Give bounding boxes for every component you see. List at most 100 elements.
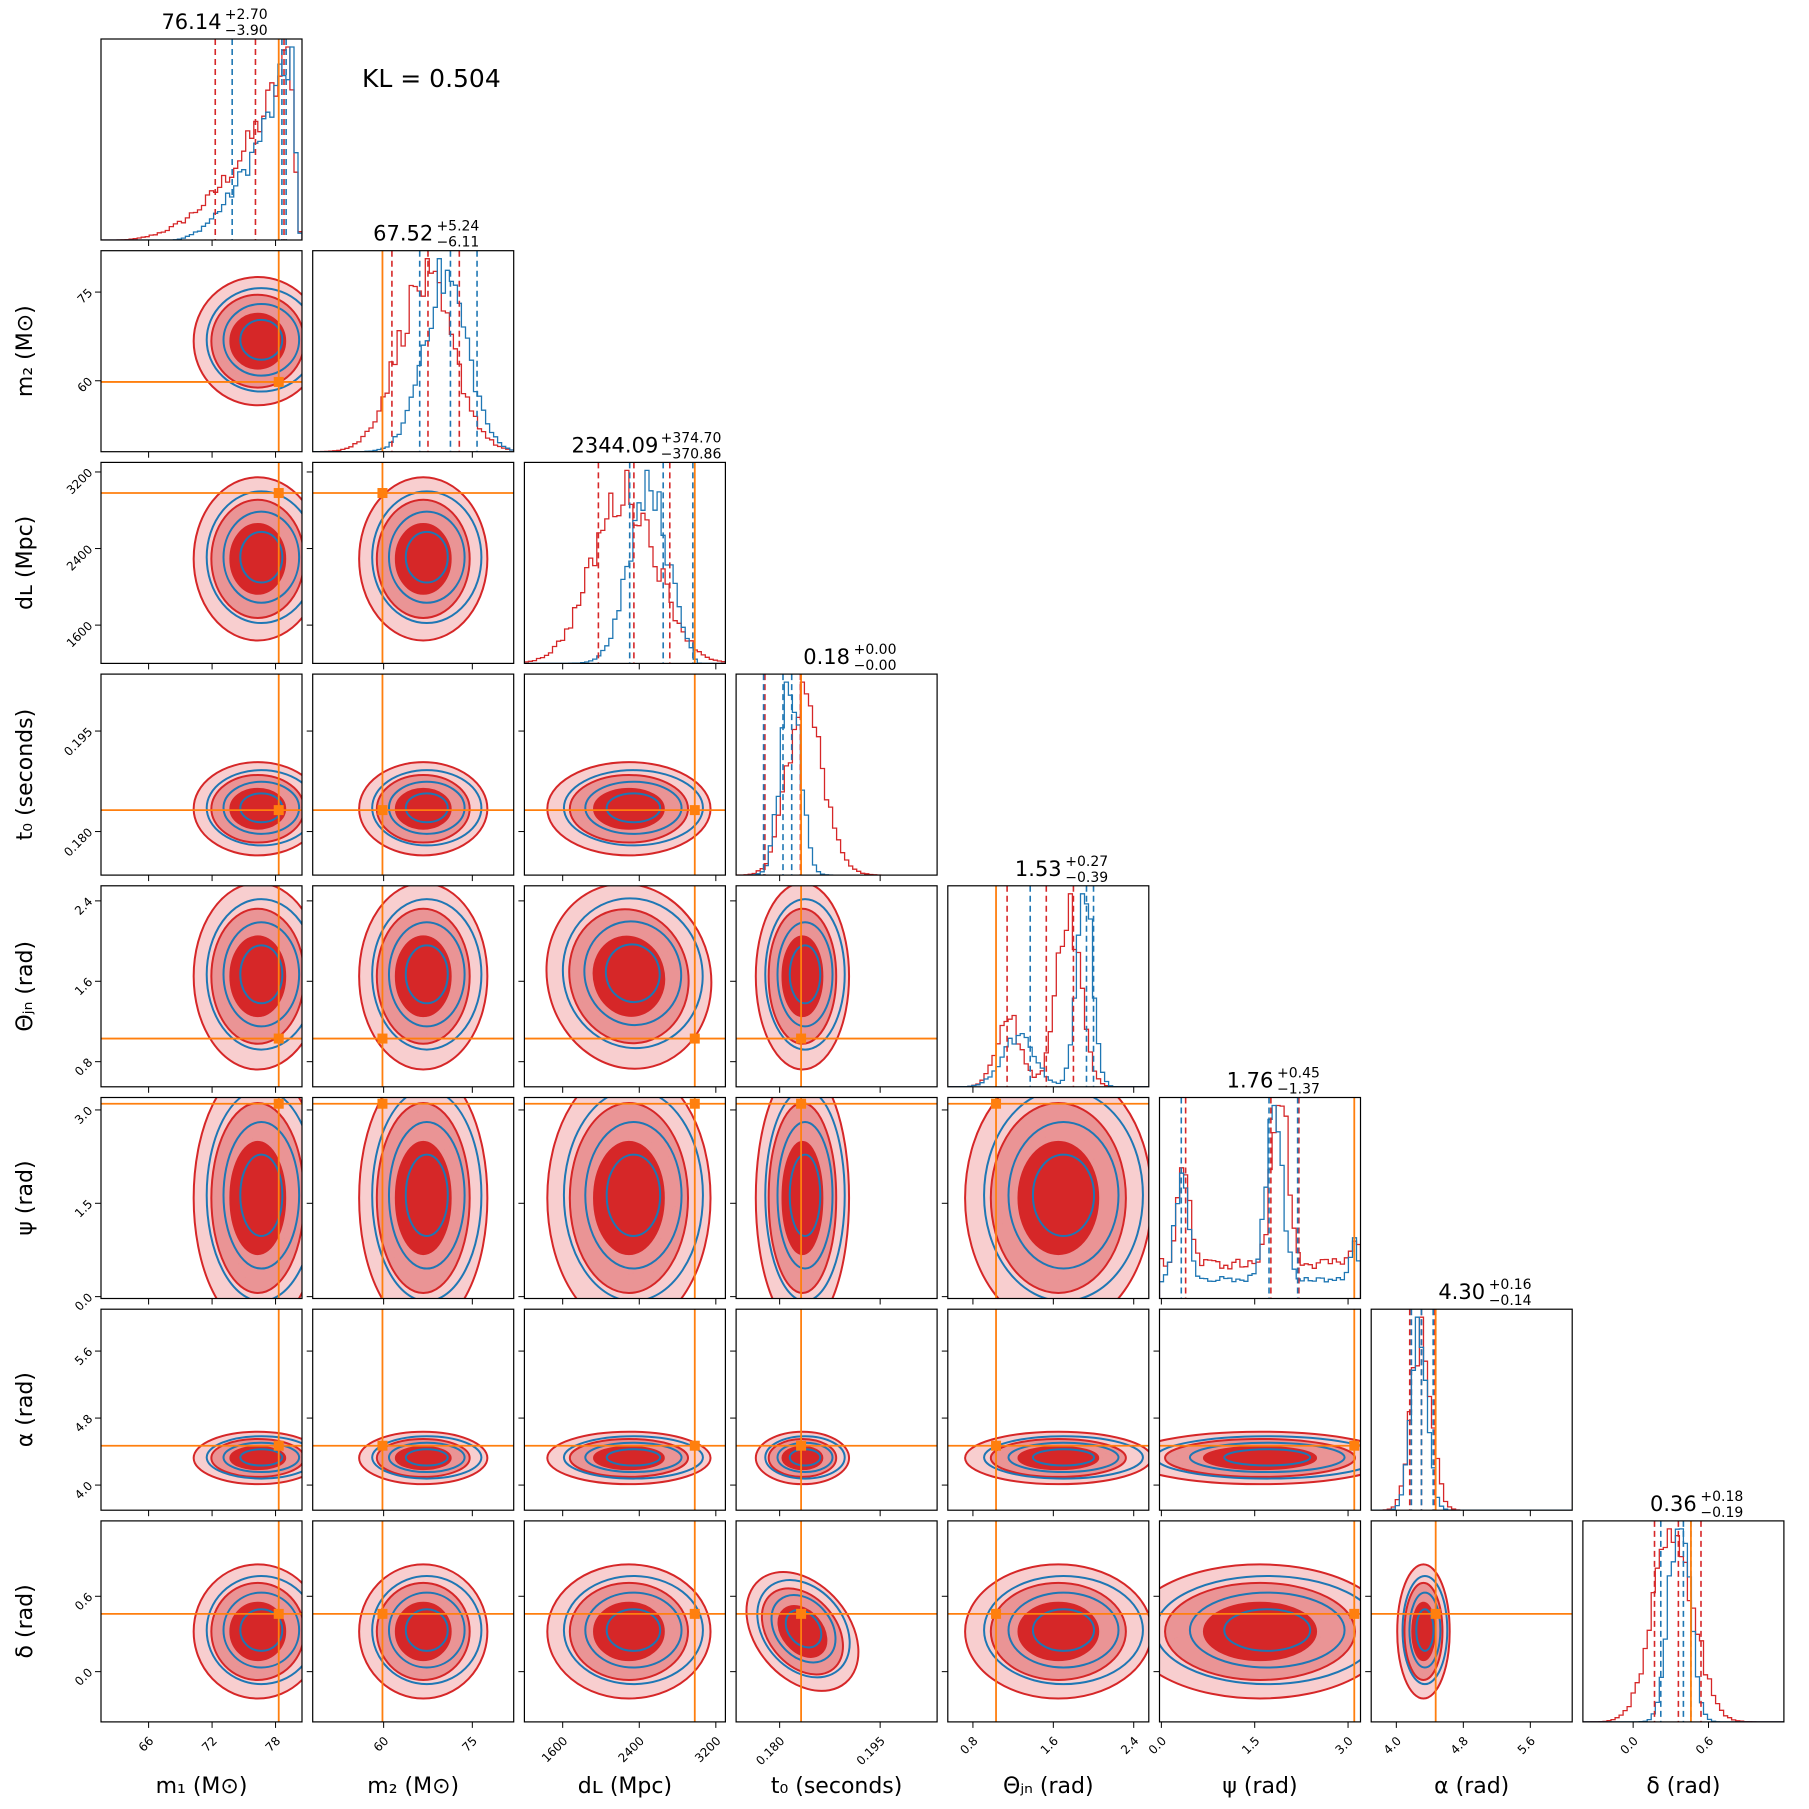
blue-contour-level xyxy=(404,530,449,584)
truth-marker xyxy=(796,1098,807,1109)
panel-frame xyxy=(100,885,303,1088)
y-axis-label-m2: m₂ (M⊙) xyxy=(13,305,38,397)
truth-marker xyxy=(273,488,284,499)
panel-frame xyxy=(947,1308,1150,1511)
truth-marker xyxy=(273,805,284,816)
blue-contour-level xyxy=(205,1435,302,1480)
blue-contour-level xyxy=(239,1448,284,1467)
panel-frame xyxy=(1370,1308,1573,1511)
blue-contour-level xyxy=(222,1441,301,1474)
blue-histogram xyxy=(736,681,938,876)
blue-contour-level xyxy=(1031,1608,1096,1652)
blue-contour-level xyxy=(205,287,302,393)
truth-marker xyxy=(377,1098,388,1109)
truth-marker xyxy=(377,488,388,499)
y-axis-label-alpha: α (rad) xyxy=(13,1372,38,1447)
truth-marker xyxy=(1349,1608,1360,1619)
blue-contour-level xyxy=(562,1097,704,1299)
x-tick-label: 75 xyxy=(459,1734,480,1755)
blue-contour-level xyxy=(371,1097,483,1299)
panel-frame xyxy=(523,673,727,876)
histogram-panel-t0: 0.18 +0.00−0.00 xyxy=(735,642,938,882)
x-tick-label: 1.6 xyxy=(1038,1734,1061,1757)
panel-title-plus: +0.18 xyxy=(1700,1489,1743,1505)
red-histogram xyxy=(312,258,514,452)
histogram-panel-alpha: 4.30 +0.16−0.14 xyxy=(1370,1277,1573,1517)
red-histogram xyxy=(947,893,1149,1087)
red-contour-level xyxy=(394,1140,452,1256)
y-tick-label: 4.0 xyxy=(72,1479,95,1502)
panel-frame xyxy=(312,885,515,1088)
truth-marker xyxy=(1430,1608,1441,1619)
blue-contour-level xyxy=(764,898,846,1051)
panel-title: 76.14 xyxy=(161,10,221,34)
contour-panel-alpha-delta: 4.0 4.8 5.6 xyxy=(1365,1520,1573,1757)
contour-panel-dL-t0 xyxy=(518,673,727,882)
panel-title-plus: +2.70 xyxy=(225,7,268,23)
x-tick-label: 4.0 xyxy=(1381,1734,1404,1757)
x-tick-label: 78 xyxy=(263,1734,284,1755)
panel-title-plus: +0.00 xyxy=(854,642,897,658)
blue-contour-level xyxy=(239,318,284,361)
truth-marker xyxy=(689,1033,700,1044)
x-tick-label: 0.195 xyxy=(854,1734,888,1768)
panel-frame xyxy=(947,885,1150,1088)
blue-contour-level xyxy=(404,1153,449,1237)
panel-frame xyxy=(100,1096,303,1300)
x-tick-label: 60 xyxy=(371,1734,392,1755)
blue-contour-level xyxy=(404,1608,449,1652)
panel-frame xyxy=(100,38,303,241)
red-contour-level xyxy=(593,1140,665,1256)
blue-contour-level xyxy=(605,1448,662,1467)
panel-title-minus: −370.86 xyxy=(661,446,722,462)
panel-title-minus: −6.11 xyxy=(436,235,479,251)
blue-contour-level xyxy=(605,1153,662,1237)
blue-contour-level xyxy=(371,1435,483,1480)
blue-contour-level xyxy=(387,510,466,604)
blue-histogram xyxy=(947,893,1149,1087)
kl-annotation: KL = 0.504 xyxy=(362,64,501,93)
red-histogram xyxy=(101,46,302,240)
contour-panel-m2-thetajn xyxy=(306,885,515,1093)
truth-marker xyxy=(273,1033,284,1044)
y-tick-label: 1600 xyxy=(64,619,95,650)
contour-panel-dL-thetajn xyxy=(518,885,727,1093)
panel-frame xyxy=(735,1308,938,1511)
y-tick-label: 0.6 xyxy=(72,1590,95,1613)
truth-marker xyxy=(689,1440,700,1451)
contour-panel-m2-t0 xyxy=(306,673,515,882)
blue-contour-level xyxy=(562,1574,704,1686)
panel-frame xyxy=(100,673,303,876)
blue-contour-level xyxy=(387,780,466,835)
panel-title: 67.52 xyxy=(373,222,433,246)
panel-frame xyxy=(312,1096,515,1300)
blue-contour-level xyxy=(584,780,683,835)
red-histogram xyxy=(1582,1528,1784,1722)
blue-contour-level xyxy=(584,1591,683,1669)
blue-contour-level xyxy=(205,769,302,847)
histogram-panel-thetajn: 1.53 +0.27−0.39 xyxy=(947,854,1150,1093)
red-contour-level xyxy=(394,522,452,595)
blue-contour-level xyxy=(404,944,449,1005)
red-histogram xyxy=(736,681,938,876)
y-axis-label-thetajn: Θⱼₙ (rad) xyxy=(13,941,38,1032)
panel-title-minus: −0.39 xyxy=(1065,870,1108,886)
blue-contour-level xyxy=(387,1591,466,1669)
x-tick-label: 2400 xyxy=(616,1734,647,1765)
contour-panel-m2-delta: 60 75 xyxy=(306,1520,515,1755)
blue-contour-level xyxy=(205,1097,302,1299)
panel-frame xyxy=(312,461,515,664)
y-tick-label: 2.4 xyxy=(72,895,95,918)
y-axis-label-psi: ψ (rad) xyxy=(13,1160,38,1235)
truth-marker xyxy=(991,1098,1002,1109)
red-contour-level xyxy=(229,1140,287,1256)
panel-title-minus: −3.90 xyxy=(225,23,268,39)
y-tick-label: 2400 xyxy=(64,542,95,573)
contour-panel-thetajn-alpha xyxy=(941,1308,1150,1517)
blue-contour-level xyxy=(983,1574,1144,1686)
blue-contour-level xyxy=(387,921,466,1028)
panel-frame xyxy=(523,1096,727,1300)
y-tick-label: 0.8 xyxy=(72,1055,95,1078)
blue-contour-level xyxy=(222,303,301,377)
blue-contour-level xyxy=(1007,1591,1120,1669)
